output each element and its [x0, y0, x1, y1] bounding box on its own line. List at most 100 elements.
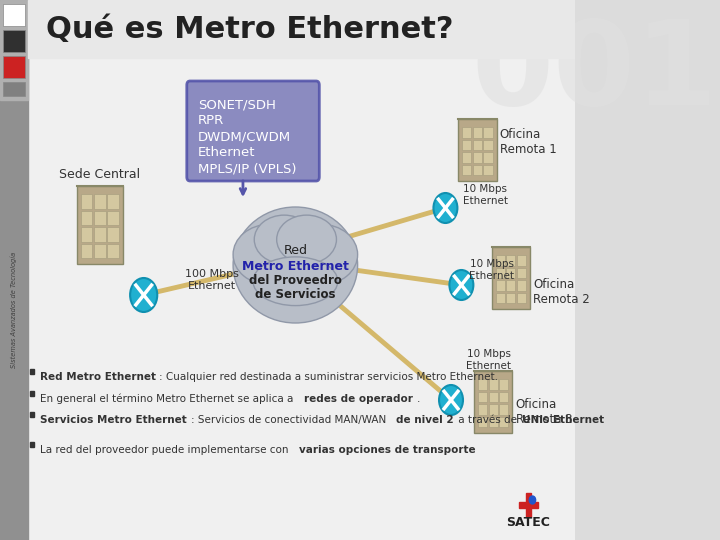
Bar [462, 152, 472, 163]
Bar [489, 392, 498, 402]
Bar [519, 502, 538, 508]
Bar [506, 267, 516, 278]
Bar [107, 194, 119, 208]
Text: redes de operador: redes de operador [305, 394, 413, 404]
Text: de Servicios: de Servicios [255, 287, 336, 300]
FancyBboxPatch shape [186, 81, 319, 181]
Bar [81, 211, 92, 225]
Text: RPR: RPR [198, 114, 224, 127]
Bar [492, 247, 530, 309]
Text: Metro Ethernet: Metro Ethernet [242, 260, 348, 273]
Bar [506, 255, 516, 266]
Text: 10 Mbps
Ethernet: 10 Mbps Ethernet [463, 184, 508, 206]
Text: : Cualquier red destinada a suministrar servicios Metro Ethernet.: : Cualquier red destinada a suministrar … [159, 372, 498, 382]
Text: DWDM/CWDM: DWDM/CWDM [198, 130, 291, 143]
Text: SATEC: SATEC [506, 516, 550, 530]
Bar [506, 293, 516, 303]
Bar [473, 127, 482, 138]
Bar [107, 227, 119, 241]
Bar [107, 244, 119, 258]
Bar [81, 194, 92, 208]
Text: 10 Mbps
Ethernet: 10 Mbps Ethernet [466, 349, 511, 371]
Circle shape [449, 270, 473, 300]
Circle shape [439, 385, 463, 415]
Bar [30, 369, 34, 374]
Bar [462, 165, 472, 175]
Bar [484, 165, 492, 175]
Bar [484, 139, 492, 150]
Bar [76, 186, 123, 264]
Bar [3, 56, 24, 78]
Bar [517, 267, 526, 278]
Text: 100 Mbps
Ethernet: 100 Mbps Ethernet [184, 269, 238, 291]
Bar [94, 211, 106, 225]
Bar [489, 379, 498, 389]
Text: UNIs Ethernet: UNIs Ethernet [522, 415, 604, 425]
Bar [517, 280, 526, 291]
Bar [458, 119, 497, 181]
Bar [496, 280, 505, 291]
Bar [517, 255, 526, 266]
Bar [474, 371, 513, 433]
Bar [28, 0, 575, 58]
Bar [94, 244, 106, 258]
Ellipse shape [276, 215, 336, 264]
Text: 001: 001 [471, 15, 717, 130]
Bar [496, 255, 505, 266]
Text: Oficina
Remota 3: Oficina Remota 3 [516, 398, 572, 426]
Ellipse shape [233, 207, 358, 323]
Bar [473, 165, 482, 175]
Bar [94, 194, 106, 208]
Bar [496, 267, 505, 278]
Ellipse shape [285, 225, 358, 285]
Text: 10 Mbps
Ethernet: 10 Mbps Ethernet [469, 259, 514, 281]
Bar [30, 391, 34, 396]
Bar [484, 152, 492, 163]
Text: SONET/SDH: SONET/SDH [198, 98, 276, 111]
Bar [3, 82, 24, 96]
Bar [94, 227, 106, 241]
Bar [478, 404, 487, 415]
Text: : Servicios de conectividad MAN/WAN: : Servicios de conectividad MAN/WAN [191, 415, 390, 425]
Bar [500, 379, 508, 389]
Ellipse shape [233, 225, 305, 285]
Bar [30, 412, 34, 417]
Bar [496, 293, 505, 303]
Bar [0, 0, 28, 100]
Bar [3, 30, 24, 52]
Bar [478, 379, 487, 389]
Circle shape [130, 278, 157, 312]
Bar [462, 127, 472, 138]
Text: .: . [416, 394, 420, 404]
Bar [473, 139, 482, 150]
Bar [0, 0, 28, 540]
Ellipse shape [253, 257, 338, 306]
Bar [517, 293, 526, 303]
Bar [3, 4, 24, 26]
Circle shape [529, 496, 536, 504]
Text: de nivel 2: de nivel 2 [395, 415, 453, 425]
Bar [489, 416, 498, 427]
Bar [489, 404, 498, 415]
Circle shape [433, 193, 457, 223]
Bar [500, 404, 508, 415]
Text: Oficina
Remota 2: Oficina Remota 2 [534, 278, 590, 306]
Text: Sede Central: Sede Central [59, 168, 140, 181]
Bar [462, 139, 472, 150]
Bar [81, 244, 92, 258]
Text: La red del proveedor puede implementarse con: La red del proveedor puede implementarse… [40, 445, 292, 455]
Bar [526, 493, 531, 517]
Bar [500, 416, 508, 427]
Text: Servicios Metro Ethernet: Servicios Metro Ethernet [40, 415, 186, 425]
Text: a través de: a través de [455, 415, 520, 425]
Text: Qué es Metro Ethernet?: Qué es Metro Ethernet? [46, 15, 454, 44]
Text: En general el término Metro Ethernet se aplica a: En general el término Metro Ethernet se … [40, 394, 297, 404]
Text: Oficina
Remota 1: Oficina Remota 1 [500, 128, 557, 156]
Bar [484, 127, 492, 138]
Bar [500, 392, 508, 402]
Text: del Proveedro: del Proveedro [249, 274, 342, 287]
Text: MPLS/IP (VPLS): MPLS/IP (VPLS) [198, 162, 297, 175]
Bar [107, 211, 119, 225]
Text: Sistemas Avanzados de Tecnología: Sistemas Avanzados de Tecnología [10, 252, 17, 368]
Bar [478, 392, 487, 402]
